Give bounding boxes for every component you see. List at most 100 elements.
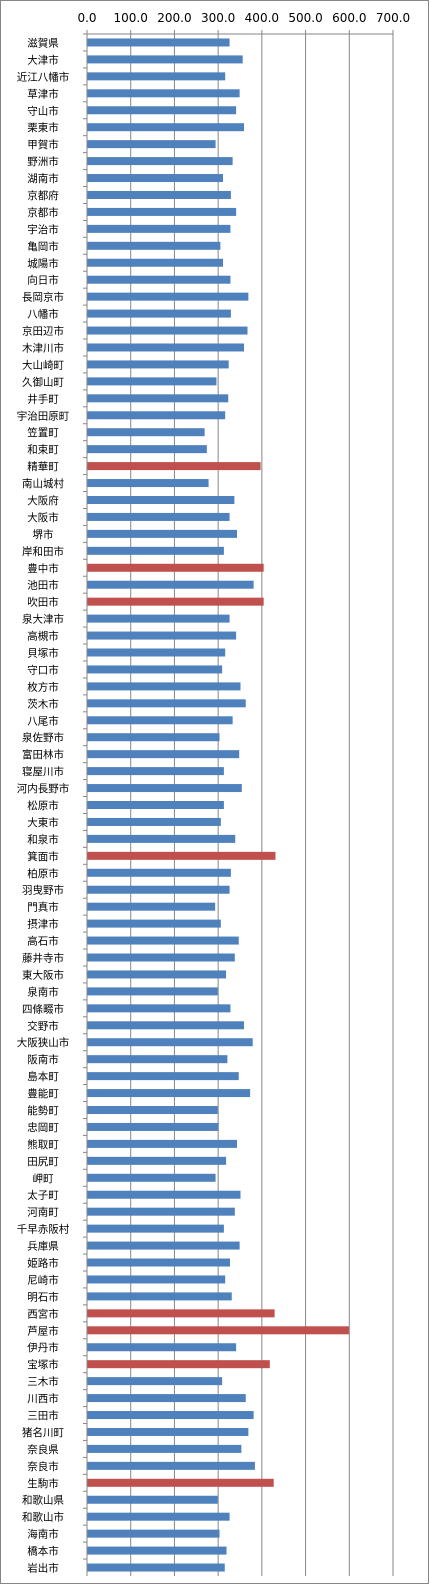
bar: [87, 1529, 220, 1538]
bar: [87, 1495, 218, 1504]
x-tick-label: 500.0: [288, 11, 322, 25]
category-label: 奈良県: [27, 1443, 59, 1456]
bar: [87, 1224, 224, 1233]
bar-highlighted: [87, 1309, 275, 1318]
x-tick-label: 0.0: [77, 11, 96, 25]
category-label: 大津市: [27, 53, 59, 66]
category-label: 守口市: [27, 663, 59, 676]
category-label: 岩出市: [27, 1562, 59, 1575]
bar: [87, 1122, 219, 1131]
bar-highlighted: [87, 1326, 349, 1335]
bar: [87, 767, 224, 776]
category-label: 東大阪市: [22, 968, 64, 981]
bar: [87, 123, 244, 132]
category-label: 海南市: [27, 1528, 59, 1541]
category-label: 近江八幡市: [17, 70, 70, 83]
bar: [87, 377, 217, 386]
category-label: 富田林市: [22, 748, 64, 761]
category-label: 八幡市: [27, 308, 59, 321]
bar: [87, 682, 241, 691]
category-label: 兵庫県: [27, 1240, 59, 1253]
bar: [87, 38, 230, 47]
bar: [87, 750, 240, 759]
category-label: 池田市: [27, 579, 59, 592]
bar: [87, 919, 221, 928]
category-label: 芦屋市: [27, 1324, 59, 1337]
x-tick-label: 300.0: [201, 11, 235, 25]
category-label: 島本町: [27, 1070, 59, 1083]
bar: [87, 1343, 237, 1352]
bar: [87, 665, 223, 674]
bar: [87, 428, 205, 437]
bar: [87, 868, 231, 877]
bar: [87, 1156, 227, 1165]
category-label: 草津市: [27, 87, 59, 100]
category-label: 千早赤阪村: [17, 1223, 70, 1236]
category-label: 寝屋川市: [22, 765, 64, 778]
category-label: 松原市: [27, 799, 59, 812]
bar: [87, 936, 239, 945]
bar: [87, 817, 221, 826]
category-label: 枚方市: [27, 680, 59, 693]
category-label: 大阪府: [27, 494, 59, 507]
category-label: 泉大津市: [22, 613, 64, 626]
category-label: 川西市: [27, 1392, 59, 1405]
category-label: 宇治田原町: [17, 409, 70, 422]
category-label: 亀岡市: [27, 240, 59, 253]
category-label: 四條畷市: [22, 1002, 64, 1015]
category-label: 和泉市: [27, 833, 59, 846]
bar: [87, 580, 254, 589]
category-label: 大阪狭山市: [17, 1036, 70, 1049]
bar: [87, 190, 231, 199]
category-label: 門真市: [27, 901, 59, 914]
category-label: 京田辺市: [22, 325, 64, 338]
bar-highlighted: [87, 563, 264, 572]
category-label: 滋賀県: [27, 36, 59, 49]
bar: [87, 174, 224, 183]
category-label: 大東市: [27, 816, 59, 829]
category-label: 和束町: [27, 444, 59, 456]
bar: [87, 1546, 227, 1555]
bar: [87, 1038, 253, 1047]
bar-highlighted: [87, 597, 264, 606]
bar: [87, 275, 231, 284]
bar: [87, 512, 230, 521]
category-label: 八尾市: [27, 714, 59, 727]
bar: [87, 987, 218, 996]
bar: [87, 529, 238, 538]
x-tick-label: 100.0: [114, 11, 148, 25]
bar: [87, 224, 231, 233]
category-label: 栗東市: [27, 121, 59, 134]
bar: [87, 479, 209, 488]
bar: [87, 648, 226, 657]
category-label: 豊能町: [27, 1087, 59, 1100]
category-label: 岬町: [33, 1173, 54, 1185]
bar: [87, 1190, 241, 1199]
category-label: 羽曳野市: [22, 884, 64, 897]
bar: [87, 699, 246, 708]
bar: [87, 631, 237, 640]
category-label: 柏原市: [27, 867, 59, 880]
category-label: 吹田市: [27, 596, 59, 609]
category-label: 能勢町: [27, 1104, 59, 1117]
bar: [87, 902, 216, 911]
bar: [87, 241, 221, 250]
bar: [87, 140, 216, 149]
category-label: 田尻町: [27, 1156, 59, 1168]
x-tick-label: 600.0: [332, 11, 366, 25]
category-label: 長岡京市: [22, 291, 64, 304]
category-label: 三木市: [27, 1375, 59, 1388]
category-label: 摂津市: [27, 918, 59, 931]
category-label: 岸和田市: [22, 545, 64, 558]
x-tick-label: 200.0: [157, 11, 191, 25]
bar: [87, 258, 224, 267]
category-label: 豊中市: [27, 562, 59, 575]
bar: [87, 970, 227, 979]
category-label: 阪南市: [27, 1053, 59, 1066]
bar: [87, 207, 237, 216]
bar: [87, 1427, 249, 1436]
bar: [87, 360, 229, 369]
category-label: 久御山町: [22, 375, 64, 388]
category-label: 和歌山県: [22, 1494, 64, 1507]
